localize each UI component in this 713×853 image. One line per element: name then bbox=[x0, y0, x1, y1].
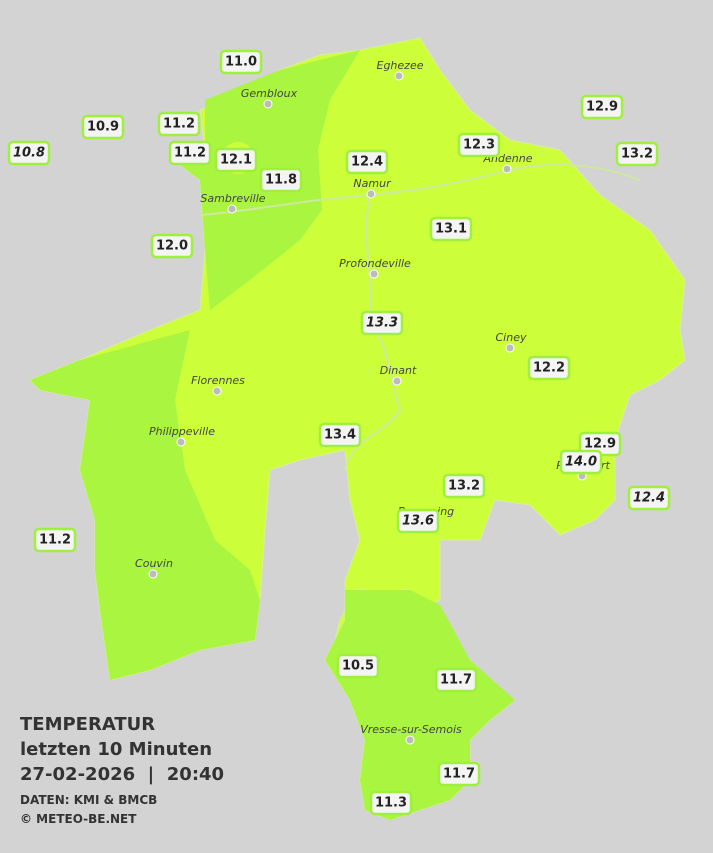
station-box bbox=[345, 149, 389, 175]
station-value: 13.4 bbox=[324, 428, 356, 443]
station-value: 12.9 bbox=[584, 437, 616, 452]
city-dot bbox=[227, 204, 237, 214]
station-value: 12.1 bbox=[220, 153, 252, 168]
station-box bbox=[615, 141, 659, 167]
city-label: Florennes bbox=[191, 374, 245, 387]
station-value: 10.5 bbox=[342, 659, 374, 674]
legend-period: letzten 10 Minuten bbox=[20, 739, 212, 760]
station-box bbox=[81, 114, 125, 140]
station-box bbox=[527, 355, 571, 381]
city-dot bbox=[394, 71, 404, 81]
station-value: 11.2 bbox=[163, 117, 195, 132]
station-box bbox=[627, 485, 671, 511]
city-label: Namur bbox=[353, 177, 392, 190]
legend-datetime: 27-02-2026 | 20:40 bbox=[20, 764, 224, 785]
city-dot bbox=[405, 735, 415, 745]
station-box bbox=[259, 167, 303, 193]
station-box bbox=[157, 111, 201, 137]
city-dot bbox=[212, 386, 222, 396]
city-dot bbox=[369, 269, 379, 279]
station-box bbox=[150, 233, 194, 259]
station-box bbox=[7, 140, 51, 166]
city-dot bbox=[392, 376, 402, 386]
city-dot bbox=[263, 99, 273, 109]
legend-copyright: © METEO-BE.NET bbox=[20, 812, 137, 826]
station-value: 13.2 bbox=[621, 147, 653, 162]
station-value: 10.9 bbox=[87, 120, 119, 135]
station-value: 12.4 bbox=[633, 491, 665, 506]
station-box bbox=[580, 94, 624, 120]
city-label: Dinant bbox=[380, 364, 417, 377]
station-box bbox=[33, 527, 77, 553]
city-label: Philippeville bbox=[149, 425, 215, 438]
station-box bbox=[369, 790, 413, 816]
station-value: 11.7 bbox=[443, 767, 475, 782]
station-value: 11.7 bbox=[440, 673, 472, 688]
station-box bbox=[336, 653, 380, 679]
station-value: 13.2 bbox=[448, 479, 480, 494]
station-box bbox=[442, 473, 486, 499]
river bbox=[344, 194, 402, 471]
station-value: 12.0 bbox=[156, 239, 188, 254]
legend-title: TEMPERATUR bbox=[20, 714, 155, 735]
station-value: 13.3 bbox=[366, 316, 398, 331]
station-box bbox=[318, 422, 362, 448]
city-dot bbox=[148, 569, 158, 579]
city-dot bbox=[176, 437, 186, 447]
station-box bbox=[168, 140, 212, 166]
station-value: 11.3 bbox=[375, 796, 407, 811]
city-dot bbox=[502, 164, 512, 174]
city-label: Ciney bbox=[496, 331, 527, 344]
station-value: 14.0 bbox=[565, 455, 597, 470]
station-value: 12.9 bbox=[586, 100, 618, 115]
legend-source: DATEN: KMI & BMCB bbox=[20, 793, 157, 807]
zone-cool bbox=[30, 330, 260, 680]
city-label: Eghezee bbox=[377, 59, 424, 72]
station-box bbox=[559, 449, 603, 475]
station-value: 11.2 bbox=[174, 146, 206, 161]
station-box bbox=[434, 667, 478, 693]
station-box bbox=[429, 216, 473, 242]
station-value: 13.1 bbox=[435, 222, 467, 237]
station-value: 13.6 bbox=[402, 514, 434, 529]
station-value: 11.2 bbox=[39, 533, 71, 548]
city-dot bbox=[366, 189, 376, 199]
station-box bbox=[396, 508, 440, 534]
station-box bbox=[214, 147, 258, 173]
city-label: Sambreville bbox=[200, 192, 265, 205]
station-value: 12.4 bbox=[351, 155, 383, 170]
station-box bbox=[360, 310, 404, 336]
station-box bbox=[457, 132, 501, 158]
station-value: 12.2 bbox=[533, 361, 565, 376]
station-value: 12.3 bbox=[463, 138, 495, 153]
city-label: Vresse-sur-Semois bbox=[360, 723, 462, 736]
river bbox=[199, 163, 641, 216]
station-value: 10.8 bbox=[13, 146, 45, 161]
station-box bbox=[219, 49, 263, 75]
station-value: 11.0 bbox=[225, 55, 257, 70]
station-box bbox=[437, 761, 481, 787]
city-label: Couvin bbox=[135, 557, 173, 570]
city-label: Gembloux bbox=[241, 87, 298, 100]
city-label: Profondeville bbox=[339, 257, 411, 270]
station-value: 11.8 bbox=[265, 173, 297, 188]
city-dot bbox=[505, 343, 515, 353]
